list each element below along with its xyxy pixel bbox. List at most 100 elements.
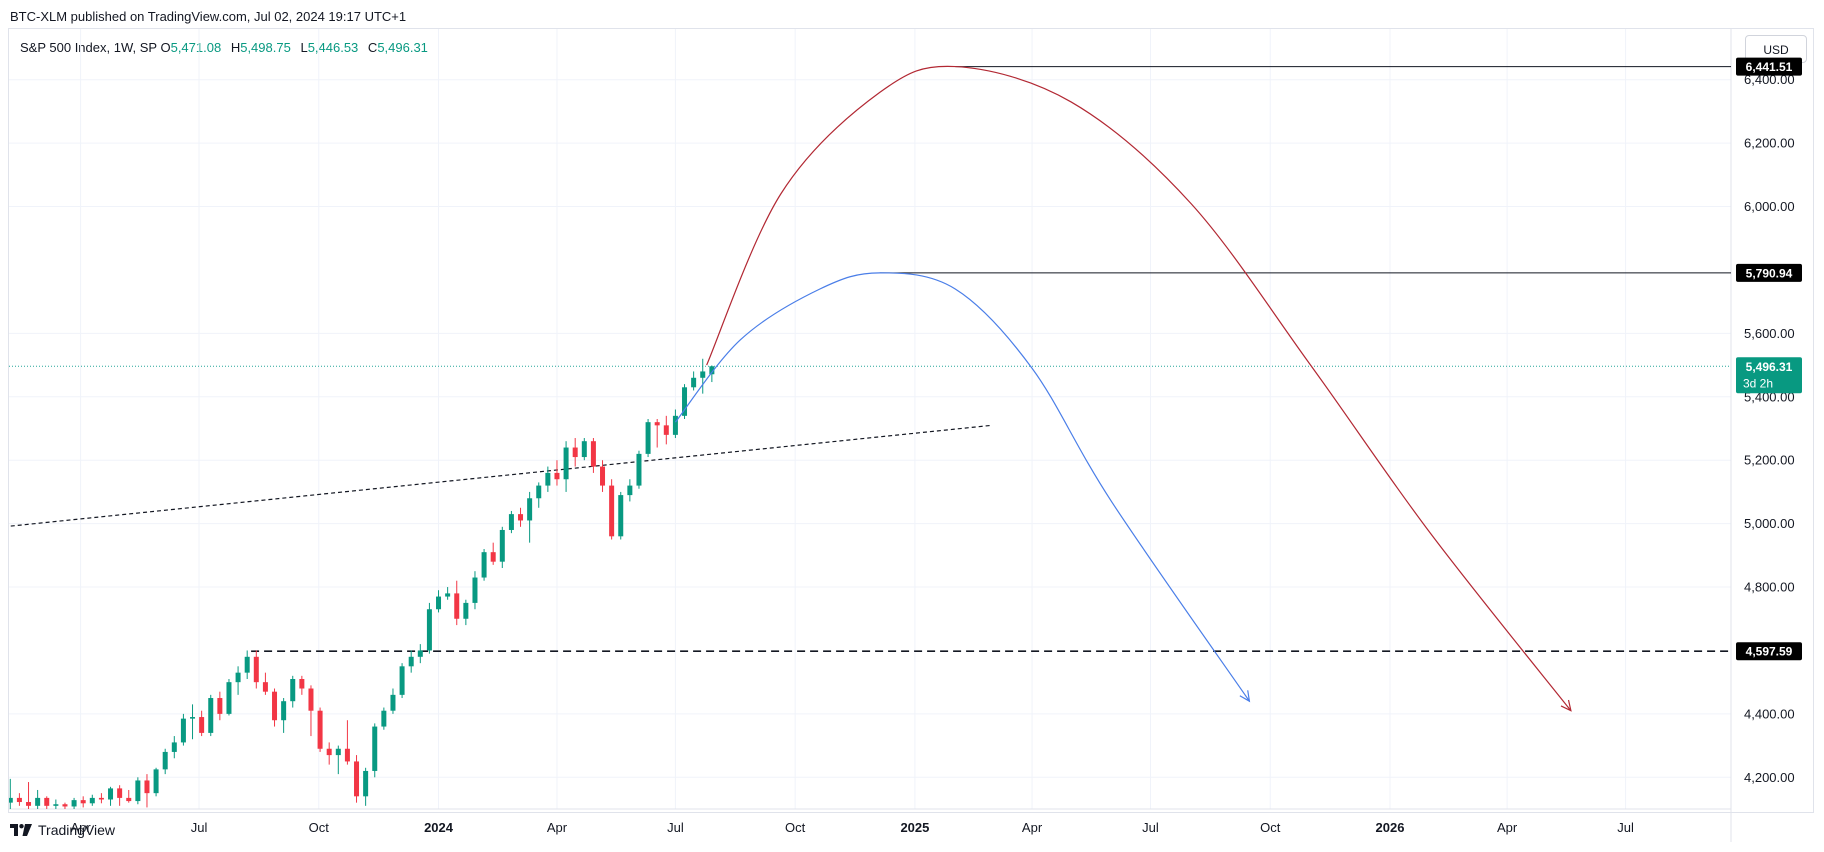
candle	[390, 688, 396, 714]
plot-area	[9, 65, 1731, 809]
candle-body	[572, 447, 578, 458]
candle	[317, 707, 323, 752]
candle-body	[445, 593, 451, 597]
candle	[636, 450, 642, 489]
level-price-label: 4,597.59	[1736, 642, 1802, 661]
tradingview-logo[interactable]: TradingView	[10, 822, 115, 838]
candle-body	[554, 472, 560, 480]
candle	[481, 549, 487, 581]
candle	[581, 438, 587, 461]
candle	[144, 774, 150, 808]
candle-body	[354, 761, 360, 797]
candle	[299, 675, 305, 695]
candle	[381, 707, 387, 730]
price-axis[interactable]: 4,200.00 4,400.00 4,800.00 5,000.00 5,200.00…	[1736, 57, 1802, 785]
candle	[408, 650, 414, 673]
time-tick-label: 2024	[424, 820, 454, 835]
candle-body	[80, 800, 86, 804]
candle	[691, 371, 697, 391]
candle-body	[527, 498, 533, 521]
close-value: 5,496.31	[377, 40, 428, 55]
time-tick-label: Apr	[1497, 820, 1518, 835]
candle	[363, 767, 369, 806]
candle-body	[117, 788, 123, 798]
candle-body	[253, 656, 259, 683]
candle-body	[153, 769, 159, 794]
time-tick-label: Oct	[309, 820, 330, 835]
price-tick-label: 5,600.00	[1744, 326, 1795, 341]
price-tick-label: 6,400.00	[1744, 72, 1795, 87]
candle-body	[700, 371, 706, 378]
close-label: C	[367, 40, 378, 55]
candle	[117, 785, 123, 806]
candle	[53, 799, 59, 809]
candle-body	[381, 710, 387, 727]
price-tick-label: 6,200.00	[1744, 136, 1795, 151]
level-price-label: 6,441.51	[1736, 57, 1802, 76]
candle-body	[162, 751, 168, 770]
candle	[700, 358, 706, 394]
level-label-bg	[1736, 57, 1802, 76]
candle	[344, 720, 350, 765]
candle	[663, 415, 669, 445]
candle-body	[317, 710, 323, 749]
candle-body	[691, 377, 697, 388]
candle-body	[190, 717, 196, 719]
level-label-text: 4,597.59	[1746, 645, 1793, 659]
candle	[563, 441, 569, 492]
open-value: 5,471.08	[170, 40, 222, 55]
candle	[108, 786, 114, 806]
time-axis[interactable]: Apr Jul Oct 2024 Apr Jul Oct 2025 Apr Jul Oct 2026 A…	[70, 820, 1634, 835]
chart-frame[interactable]	[8, 28, 1814, 813]
candle	[153, 767, 159, 797]
candle	[190, 704, 196, 740]
candle	[472, 571, 478, 610]
chart-grid	[9, 29, 1732, 842]
candle-body	[536, 485, 542, 499]
time-tick-label: 2026	[1376, 820, 1405, 835]
candle	[290, 675, 296, 708]
candle-body	[709, 366, 715, 375]
candle	[627, 479, 633, 502]
candle-body	[627, 485, 633, 496]
footer-brand: TradingView	[38, 822, 116, 838]
candle-body	[281, 701, 287, 721]
candle	[9, 778, 13, 809]
candle-body	[417, 650, 423, 657]
candle	[672, 409, 678, 439]
candle-body	[98, 797, 104, 800]
candle	[508, 510, 514, 534]
candle	[326, 742, 332, 765]
candle	[426, 602, 432, 654]
candle-body	[426, 609, 432, 651]
candle	[463, 599, 469, 626]
candle-body	[26, 802, 32, 806]
price-tick-label: 5,000.00	[1744, 516, 1795, 531]
candle-body	[508, 514, 514, 530]
level-price-label: 5,790.94	[1736, 263, 1802, 282]
candle	[372, 723, 378, 778]
projection-curve-red	[706, 65, 1572, 712]
candle-body	[272, 691, 278, 721]
candle	[16, 793, 22, 806]
level-label-text: 6,441.51	[1746, 60, 1793, 74]
candle-body	[481, 552, 487, 578]
candle-body	[108, 788, 114, 800]
candle	[354, 755, 360, 803]
time-tick-label: Jul	[1617, 820, 1634, 835]
candle	[262, 672, 268, 695]
candle	[226, 679, 232, 716]
candle-body	[682, 387, 688, 416]
price-tick-label: 5,200.00	[1744, 453, 1795, 468]
candle-body	[135, 780, 141, 802]
trend-line	[9, 424, 992, 527]
candle-body	[326, 748, 332, 756]
candle-body	[171, 742, 177, 752]
candle	[199, 710, 205, 737]
candle	[335, 745, 341, 775]
time-tick-label: Apr	[1022, 820, 1043, 835]
candle-body	[199, 717, 205, 733]
candle	[135, 777, 141, 805]
candle	[445, 587, 451, 600]
